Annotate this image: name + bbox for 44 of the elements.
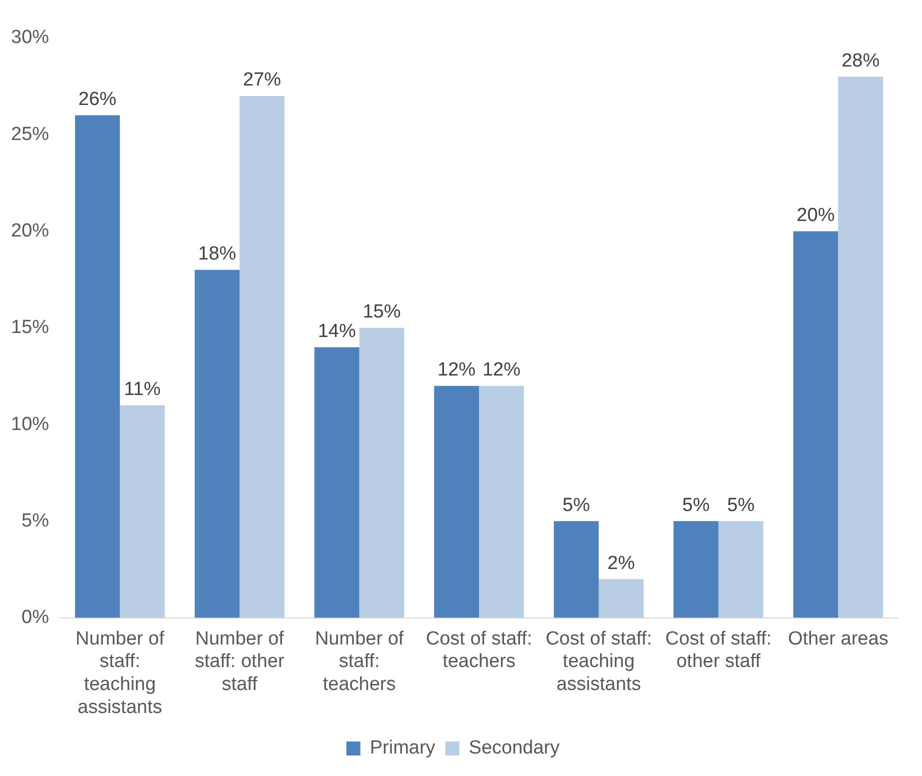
x-tick-label: Number of staff: teaching assistants [76,628,165,718]
data-label: 26% [78,89,117,110]
bar [793,231,838,618]
y-tick-label: 20% [10,220,50,242]
bar [718,521,764,618]
x-tick-label: Cost of staff: teachers [426,628,532,672]
data-label: 12% [482,360,521,381]
legend-label: Primary [370,738,436,759]
y-tick-label: 15% [10,317,50,338]
x-tick-label: Number of staff: other staff [194,628,285,696]
data-label: 14% [318,320,356,342]
data-label: 12% [438,360,476,381]
data-label: 20% [796,205,835,226]
data-label: 11% [124,378,161,400]
bar [74,115,120,618]
data-label: 18% [198,244,236,265]
bar [120,405,165,618]
x-tick-label: Number of staff: teachers [314,628,404,696]
data-label: 27% [243,70,282,91]
data-label: 28% [842,50,880,72]
x-tick-label: Cost of staff: other staff [665,628,772,672]
y-tick-label: 25% [10,124,50,145]
bar [554,521,599,618]
data-label: 15% [362,302,401,323]
bar [359,328,404,618]
y-tick-label: 5% [22,510,50,532]
bar [674,521,718,618]
bar [838,76,884,618]
data-label: 5% [682,494,710,516]
data-label: 2% [607,552,635,574]
data-label: 5% [727,494,755,516]
bar [598,579,644,618]
bar [479,386,524,618]
bar [434,386,480,618]
bar [194,270,240,618]
x-tick-label: Cost of staff: teaching assistants [546,628,652,696]
legend-label: Secondary [468,738,560,759]
bar [314,347,360,618]
y-tick-label: 30% [10,27,50,48]
y-tick-label: 0% [22,607,50,628]
y-tick-label: 10% [10,414,50,435]
data-label: 5% [562,494,590,516]
bar [240,96,284,618]
x-tick-label: Other areas [788,628,888,650]
